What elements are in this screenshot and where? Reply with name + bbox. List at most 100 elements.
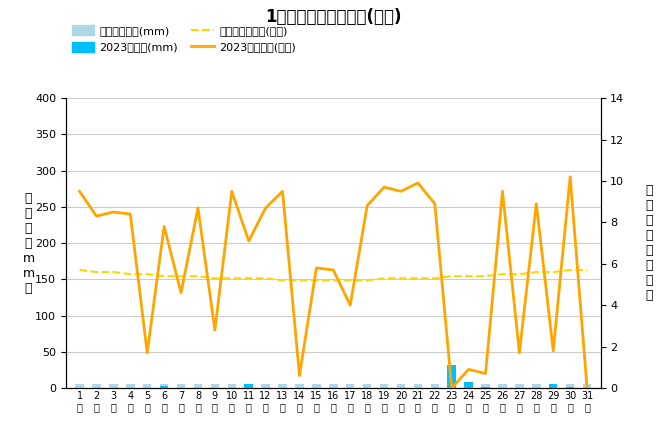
日照時間平年値(時間) (363, 278, 371, 283)
2023日照時間(時間) (76, 189, 84, 194)
Bar (109, 384, 117, 388)
Y-axis label: 降
水
量
（
m
m
）: 降 水 量 （ m m ） (22, 192, 34, 294)
2023日照時間(時間) (482, 371, 490, 376)
2023日照時間(時間) (126, 211, 134, 217)
日照時間平年値(時間) (583, 267, 591, 273)
Bar (244, 384, 253, 388)
日照時間平年値(時間) (160, 273, 168, 279)
Legend: 降水量平年値(mm), 2023降水量(mm), 日照時間平年値(時間), 2023日照時間(時間): 降水量平年値(mm), 2023降水量(mm), 日照時間平年値(時間), 20… (71, 25, 296, 53)
Bar (211, 384, 219, 388)
日照時間平年値(時間) (380, 276, 388, 281)
2023日照時間(時間) (245, 238, 253, 244)
2023日照時間(時間) (397, 189, 405, 194)
Bar (498, 384, 507, 388)
Bar (143, 384, 151, 388)
Bar (177, 384, 185, 388)
2023日照時間(時間) (447, 385, 455, 391)
Bar (481, 384, 490, 388)
日照時間平年値(時間) (431, 276, 439, 281)
2023日照時間(時間) (583, 385, 591, 391)
2023日照時間(時間) (498, 189, 506, 194)
Bar (295, 384, 304, 388)
2023日照時間(時間) (515, 350, 523, 355)
Bar (515, 384, 523, 388)
Bar (261, 384, 270, 388)
Line: 日照時間平年値(時間): 日照時間平年値(時間) (80, 270, 587, 281)
日照時間平年値(時間) (143, 272, 151, 277)
2023日照時間(時間) (228, 189, 236, 194)
Bar (346, 384, 354, 388)
Bar (312, 384, 321, 388)
Bar (447, 384, 456, 388)
2023日照時間(時間) (194, 205, 202, 211)
2023日照時間(時間) (296, 373, 304, 378)
Bar (430, 384, 439, 388)
日照時間平年値(時間) (279, 278, 286, 283)
Bar (583, 384, 591, 388)
Bar (549, 384, 558, 388)
日照時間平年値(時間) (312, 278, 320, 283)
Bar (532, 384, 541, 388)
日照時間平年値(時間) (76, 267, 84, 273)
日照時間平年値(時間) (245, 276, 253, 281)
2023日照時間(時間) (363, 203, 371, 208)
Bar (465, 384, 473, 388)
日照時間平年値(時間) (261, 276, 269, 281)
2023日照時間(時間) (549, 348, 557, 353)
2023日照時間(時間) (177, 290, 185, 295)
2023日照時間(時間) (143, 350, 151, 355)
日照時間平年値(時間) (110, 269, 117, 275)
2023日照時間(時間) (279, 189, 286, 194)
Bar (397, 384, 405, 388)
日照時間平年値(時間) (126, 272, 134, 277)
Bar (549, 384, 558, 388)
Bar (481, 387, 490, 388)
2023日照時間(時間) (566, 174, 574, 179)
日照時間平年値(時間) (414, 276, 422, 281)
2023日照時間(時間) (329, 267, 337, 273)
2023日照時間(時間) (465, 367, 473, 372)
Bar (75, 384, 84, 388)
2023日照時間(時間) (414, 180, 422, 186)
日照時間平年値(時間) (482, 273, 490, 279)
日照時間平年値(時間) (194, 273, 202, 279)
2023日照時間(時間) (431, 201, 439, 206)
Title: 1月降水量・日照時間(日別): 1月降水量・日照時間(日別) (265, 8, 401, 26)
2023日照時間(時間) (346, 302, 354, 308)
Bar (194, 384, 202, 388)
Bar (279, 384, 287, 388)
日照時間平年値(時間) (296, 278, 304, 283)
日照時間平年値(時間) (566, 267, 574, 273)
Bar (228, 384, 236, 388)
Y-axis label: 日
照
時
間
（
時
間
）: 日 照 時 間 （ 時 間 ） (645, 184, 653, 302)
2023日照時間(時間) (312, 265, 320, 271)
日照時間平年値(時間) (177, 273, 185, 279)
Bar (329, 384, 337, 388)
日照時間平年値(時間) (92, 269, 100, 275)
2023日照時間(時間) (261, 205, 269, 211)
Bar (566, 387, 574, 388)
2023日照時間(時間) (533, 201, 541, 206)
日照時間平年値(時間) (533, 269, 541, 275)
日照時間平年値(時間) (465, 273, 473, 279)
日照時間平年値(時間) (346, 278, 354, 283)
日照時間平年値(時間) (228, 276, 236, 281)
Bar (465, 382, 473, 388)
Bar (92, 384, 101, 388)
Line: 2023日照時間(時間): 2023日照時間(時間) (80, 177, 587, 388)
Bar (447, 365, 456, 388)
Bar (126, 384, 135, 388)
2023日照時間(時間) (380, 185, 388, 190)
Bar (363, 384, 372, 388)
2023日照時間(時間) (211, 327, 219, 333)
日照時間平年値(時間) (498, 272, 506, 277)
2023日照時間(時間) (92, 214, 100, 219)
日照時間平年値(時間) (397, 276, 405, 281)
Bar (566, 384, 574, 388)
Bar (244, 384, 253, 388)
日照時間平年値(時間) (515, 272, 523, 277)
日照時間平年値(時間) (447, 273, 455, 279)
2023日照時間(時間) (160, 224, 168, 229)
日照時間平年値(時間) (329, 278, 337, 283)
2023日照時間(時間) (110, 209, 117, 215)
